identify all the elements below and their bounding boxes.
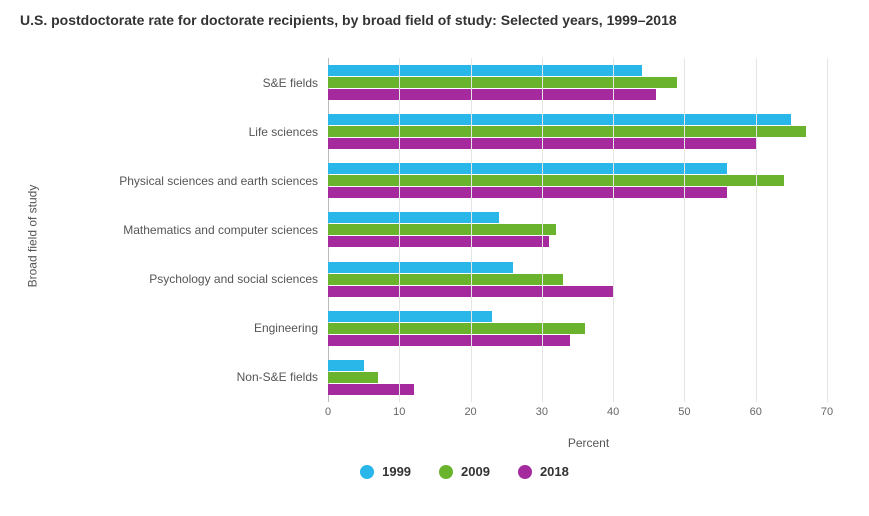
plot: 0 10 20 30 40 50 60 70 [328,46,849,426]
legend-swatch [439,465,453,479]
category-label: Mathematics and computer sciences [44,205,328,254]
bar-group [328,304,827,353]
bar [328,175,784,186]
x-tick-label: 40 [607,406,619,418]
bar [328,187,727,198]
bar [328,224,556,235]
legend-label: 2009 [461,464,490,479]
x-tick-label: 70 [821,406,833,418]
x-tick-label: 30 [536,406,548,418]
gridline [542,58,543,402]
gridline [827,58,828,402]
x-tick-label: 0 [325,406,331,418]
legend: 1999 2009 2018 [20,464,849,479]
bar-group [328,107,827,156]
category-label: Physical sciences and earth sciences [44,156,328,205]
bar [328,274,563,285]
x-tick-label: 10 [393,406,405,418]
legend-item: 2018 [518,464,569,479]
bar [328,311,492,322]
bar [328,323,585,334]
y-axis-title-wrap: Broad field of study [20,46,44,426]
bar [328,372,378,383]
bar [328,212,499,223]
bar [328,384,414,395]
legend-label: 2018 [540,464,569,479]
bar [328,114,791,125]
legend-swatch [518,465,532,479]
legend-item: 2009 [439,464,490,479]
chart-title: U.S. postdoctorate rate for doctorate re… [20,12,849,28]
gridline [684,58,685,402]
category-label: Psychology and social sciences [44,255,328,304]
gridline [471,58,472,402]
bar-group [328,353,827,402]
bar-group [328,205,827,254]
gridline [613,58,614,402]
x-tick-label: 20 [464,406,476,418]
legend-swatch [360,465,374,479]
bar [328,236,549,247]
category-label: Engineering [44,304,328,353]
category-label: Non-S&E fields [44,353,328,402]
gridline [399,58,400,402]
legend-item: 1999 [360,464,411,479]
legend-label: 1999 [382,464,411,479]
bar [328,65,642,76]
gridline [756,58,757,402]
bar [328,77,677,88]
y-axis-title: Broad field of study [25,185,39,288]
bar [328,262,513,273]
bar [328,360,364,371]
category-labels: S&E fieldsLife sciencesPhysical sciences… [44,46,328,426]
bars-container [328,58,827,402]
category-label: Life sciences [44,107,328,156]
bar-group [328,156,827,205]
chart: Broad field of study S&E fieldsLife scie… [20,46,849,426]
x-ticks: 010203040506070 [328,406,827,422]
bar-group [328,255,827,304]
bar [328,89,656,100]
x-axis-title: Percent [20,436,849,450]
bar [328,163,727,174]
x-tick-label: 50 [678,406,690,418]
plot-area [328,58,827,402]
x-tick-label: 60 [750,406,762,418]
bar [328,335,570,346]
bar-group [328,58,827,107]
category-label: S&E fields [44,58,328,107]
